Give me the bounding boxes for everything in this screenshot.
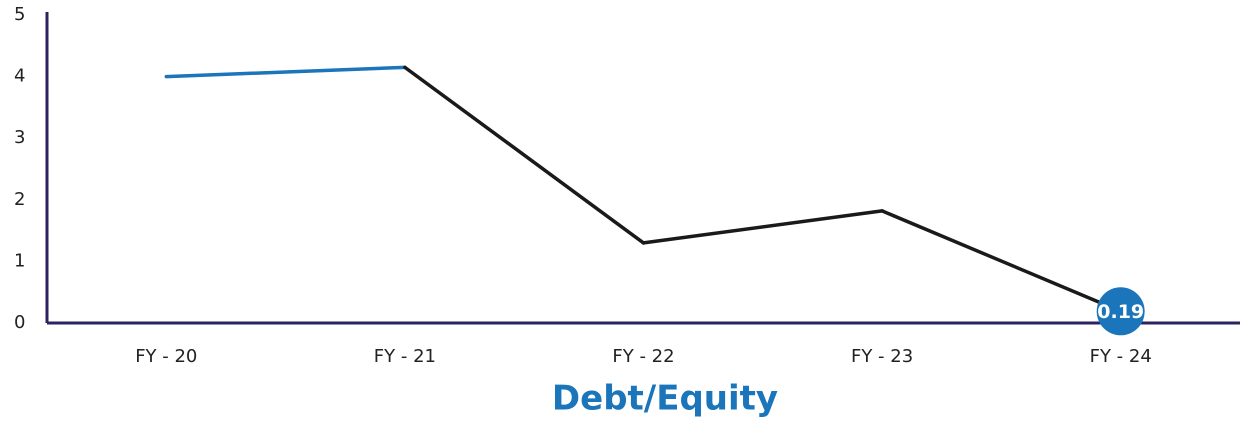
y-tick-label: 1 bbox=[14, 250, 25, 271]
y-tick-label: 3 bbox=[14, 127, 25, 148]
chart-title: Debt/Equity bbox=[552, 379, 778, 419]
data-label: 0.19 bbox=[1097, 301, 1144, 323]
y-tick-label: 0 bbox=[14, 312, 25, 333]
line-segment bbox=[164, 65, 407, 79]
x-tick-label: FY - 22 bbox=[612, 346, 674, 367]
line-segment bbox=[880, 209, 1123, 314]
y-tick-label: 4 bbox=[14, 66, 25, 87]
x-tick-label: FY - 21 bbox=[374, 346, 436, 367]
x-tick-label: FY - 23 bbox=[851, 346, 913, 367]
y-tick-label: 2 bbox=[14, 189, 25, 210]
y-tick-label: 5 bbox=[14, 4, 25, 25]
x-tick-label: FY - 20 bbox=[135, 346, 197, 367]
line-segment bbox=[403, 65, 646, 245]
line-segment bbox=[641, 209, 884, 245]
x-tick-label: FY - 24 bbox=[1090, 346, 1152, 367]
data-label-badge bbox=[1096, 287, 1145, 336]
